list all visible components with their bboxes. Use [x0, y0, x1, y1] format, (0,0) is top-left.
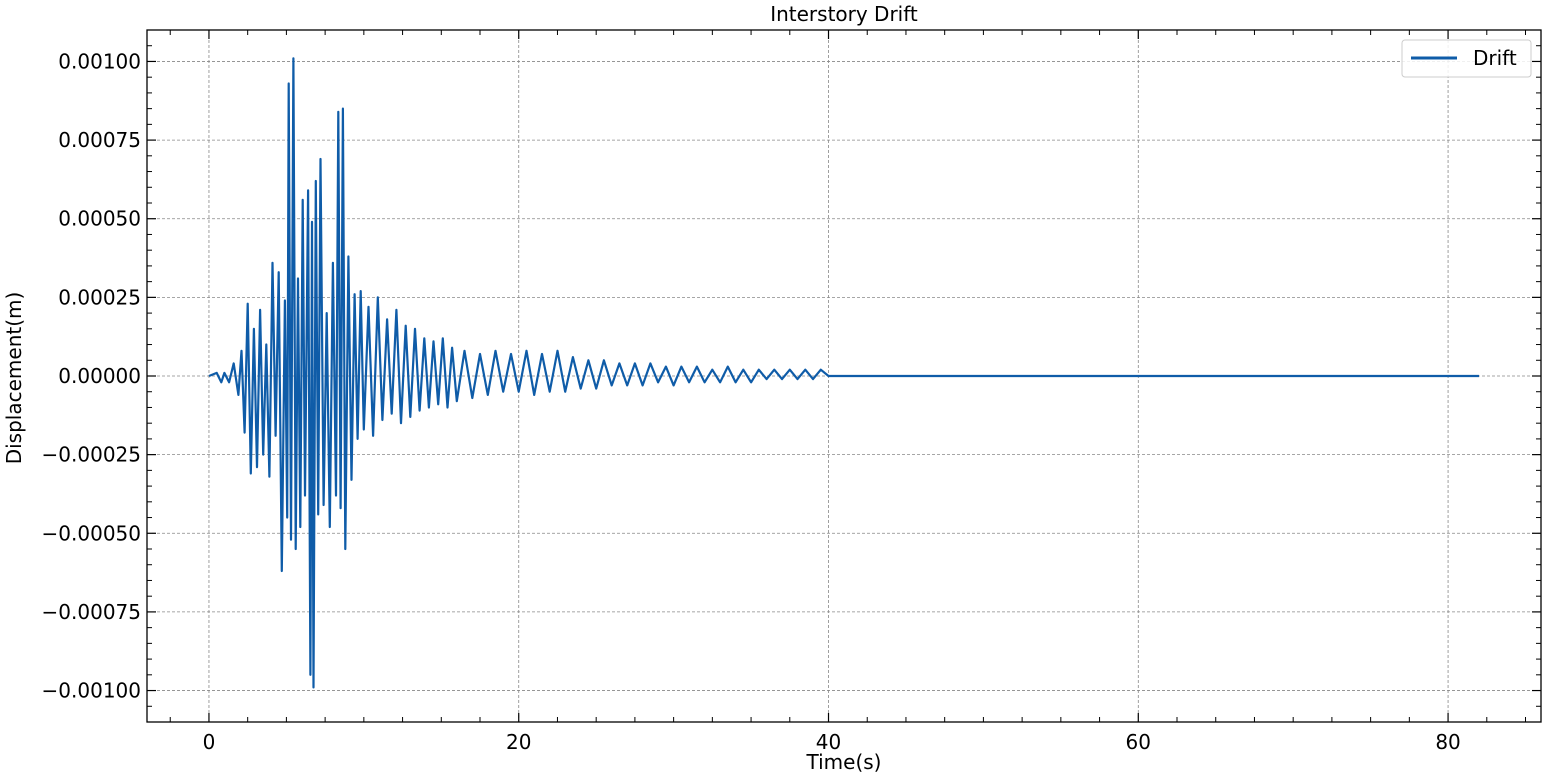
legend-label-drift: Drift [1473, 46, 1517, 70]
y-tick-label: 0.00050 [58, 207, 141, 231]
y-tick-label: −0.00025 [42, 443, 141, 467]
series-line-drift [208, 57, 1479, 689]
x-axis-title: Time(s) [806, 750, 882, 774]
legend: Drift [1401, 39, 1532, 78]
ticks [147, 29, 1541, 723]
y-tick-label: 0.00075 [58, 128, 141, 152]
chart-title: Interstory Drift [770, 2, 918, 26]
y-tick-label: −0.00050 [42, 521, 141, 545]
y-tick-label: 0.00025 [58, 285, 141, 309]
x-tick-label: 40 [816, 730, 841, 754]
x-tick-label: 20 [506, 730, 531, 754]
y-tick-label: 0.00000 [58, 364, 141, 388]
series-layer [208, 57, 1479, 689]
y-tick-label: 0.00100 [58, 49, 141, 73]
x-tick-label: 60 [1126, 730, 1151, 754]
x-tick-label: 80 [1435, 730, 1460, 754]
x-tick-label: 0 [203, 730, 216, 754]
y-axis-title: Displacement(m) [2, 292, 26, 465]
legend-box [1401, 39, 1532, 78]
y-tick-label: −0.00100 [42, 679, 141, 703]
y-tick-label: −0.00075 [42, 600, 141, 624]
tick-labels: 0 20 40 60 80 0.00100 0.00075 0.00050 0.00025 0.0… [42, 49, 1461, 754]
